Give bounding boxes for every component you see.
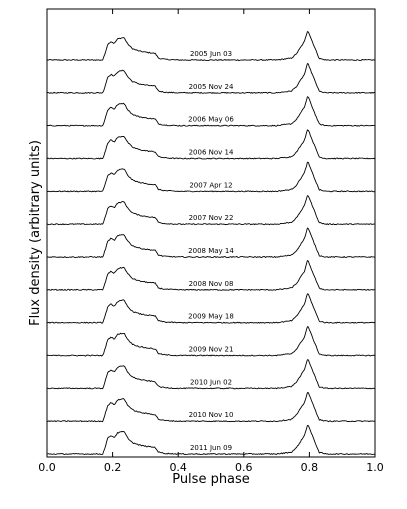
profile-line-2 bbox=[46, 63, 376, 94]
epoch-label-4: 2006 Nov 14 bbox=[189, 149, 234, 157]
profile-line-6 bbox=[46, 195, 376, 226]
epoch-label-3: 2006 May 06 bbox=[188, 116, 234, 124]
profile-line-5 bbox=[46, 161, 376, 193]
epoch-label-9: 2009 May 18 bbox=[188, 313, 234, 321]
x-tick-group: 0.0 0.2 0.4 0.6 0.8 1.0 bbox=[38, 9, 384, 474]
profile-line-12 bbox=[46, 392, 376, 423]
y-axis-label: Flux density (arbitrary units) bbox=[28, 140, 43, 326]
x-tick-label-1: 0.2 bbox=[104, 461, 122, 474]
x-tick-label-3: 0.6 bbox=[235, 461, 253, 474]
epoch-label-8: 2008 Nov 08 bbox=[189, 280, 234, 288]
profile-line-4 bbox=[46, 129, 376, 160]
plot-frame bbox=[46, 8, 376, 458]
profile-line-11 bbox=[46, 359, 376, 390]
x-axis-label: Pulse phase bbox=[172, 472, 250, 487]
profile-line-10 bbox=[46, 326, 376, 357]
profile-line-7 bbox=[46, 227, 376, 258]
epoch-label-5: 2007 Apr 12 bbox=[189, 181, 232, 189]
epoch-label-2: 2005 Nov 24 bbox=[189, 83, 234, 91]
x-tick-label-5: 1.0 bbox=[366, 461, 384, 474]
epoch-label-6: 2007 Nov 22 bbox=[189, 214, 234, 222]
epoch-label-7: 2008 May 14 bbox=[188, 247, 234, 255]
profile-line-8 bbox=[46, 260, 376, 291]
epoch-label-11: 2010 Jun 02 bbox=[190, 378, 232, 386]
profile-line-3 bbox=[46, 96, 376, 127]
profile-line-1 bbox=[46, 31, 376, 61]
profile-series-group bbox=[46, 31, 376, 455]
epoch-label-10: 2009 Nov 21 bbox=[189, 346, 234, 354]
epoch-label-group: 2005 Jun 03 2005 Nov 24 2006 May 06 2006 No… bbox=[188, 50, 234, 452]
profile-line-9 bbox=[46, 293, 376, 324]
epoch-label-1: 2005 Jun 03 bbox=[190, 50, 232, 58]
x-tick-label-0: 0.0 bbox=[38, 461, 56, 474]
x-tick-label-2: 0.4 bbox=[169, 461, 187, 474]
x-tick-label-4: 0.8 bbox=[301, 461, 319, 474]
epoch-label-13: 2011 Jun 09 bbox=[190, 444, 232, 452]
epoch-label-12: 2010 Nov 10 bbox=[189, 411, 234, 419]
profile-line-13 bbox=[46, 425, 376, 455]
